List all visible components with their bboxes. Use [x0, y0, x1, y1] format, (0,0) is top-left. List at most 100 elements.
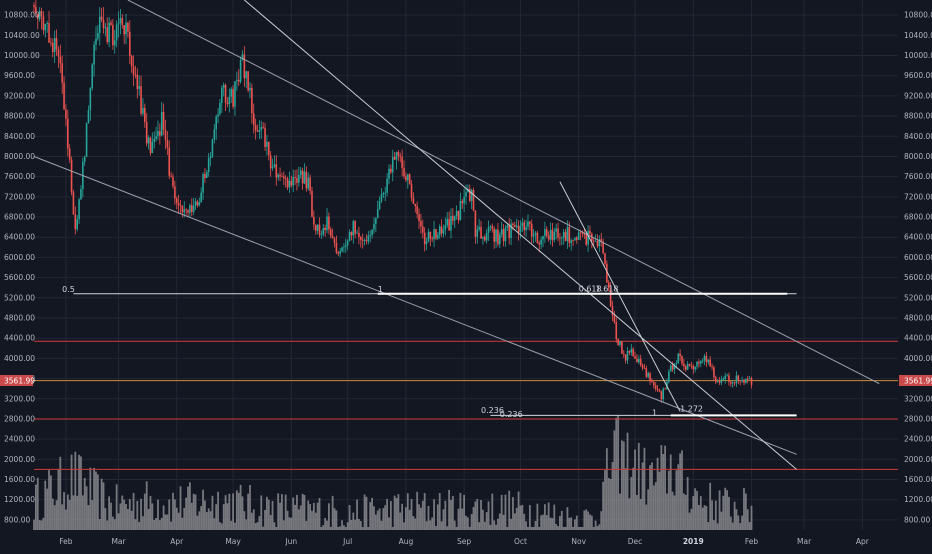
- volume-bar: [513, 513, 516, 530]
- candle-body: [51, 43, 54, 53]
- volume-bar: [602, 481, 605, 530]
- volume-bar: [157, 499, 159, 530]
- candle-body: [677, 353, 680, 364]
- candle-body: [234, 81, 236, 107]
- candle-body: [551, 229, 554, 241]
- candle-body: [701, 360, 704, 362]
- trend-line[interactable]: [33, 156, 797, 455]
- candle-body: [121, 17, 124, 26]
- y-tick-label-right: 5600.00: [904, 273, 932, 282]
- candle-body: [339, 251, 341, 254]
- y-tick-label-left: 4000.00: [4, 354, 35, 363]
- candle-body: [249, 87, 251, 91]
- y-tick-label-right: 1600.00: [904, 475, 932, 484]
- volume-bar: [228, 493, 231, 530]
- candle-body: [459, 201, 462, 221]
- volume-bar: [361, 526, 364, 530]
- volume-bar: [662, 454, 665, 530]
- volume-bar: [397, 494, 400, 530]
- candle-body: [495, 229, 497, 242]
- volume-bar: [530, 526, 533, 530]
- trend-line[interactable]: [244, 0, 797, 470]
- candle-body: [144, 107, 146, 122]
- candle-body: [243, 54, 246, 79]
- candle-body: [344, 245, 347, 247]
- volume-bar: [269, 514, 272, 530]
- candle-body: [540, 239, 542, 245]
- volume-bar: [448, 489, 450, 530]
- candle-body: [737, 375, 740, 381]
- candle-body: [95, 38, 97, 45]
- candle-body: [634, 356, 636, 359]
- volume-bar: [525, 521, 528, 530]
- candle-body: [166, 139, 169, 148]
- volume-bar: [404, 507, 407, 530]
- candle-body: [521, 222, 524, 226]
- candle-body: [206, 172, 208, 179]
- candle-body: [172, 176, 174, 187]
- candle-body: [373, 223, 375, 230]
- volume-bar: [108, 496, 111, 530]
- x-tick-label: Feb: [59, 537, 73, 546]
- candle-body: [288, 180, 291, 188]
- candle-body: [615, 322, 618, 340]
- volume-bar: [579, 526, 582, 530]
- volume-bar: [431, 517, 434, 530]
- candle-body: [348, 232, 351, 242]
- candle-body: [390, 168, 392, 173]
- volume-bar: [722, 495, 725, 530]
- candle-body: [437, 234, 439, 239]
- x-tick-label: Oct: [514, 537, 527, 546]
- candle-body: [555, 228, 557, 232]
- volume-bar: [373, 506, 375, 530]
- candle-body: [192, 205, 195, 213]
- volume-bar: [615, 417, 618, 530]
- volume-bar: [743, 488, 745, 530]
- volume-bar: [66, 494, 69, 530]
- volume-bar: [237, 492, 240, 530]
- volume-bar: [681, 450, 683, 530]
- volume-bar: [42, 517, 45, 530]
- volume-bar: [562, 526, 565, 530]
- volume-bar: [442, 509, 445, 530]
- candle-body: [102, 19, 105, 29]
- candle-body: [630, 348, 633, 353]
- candle-body: [735, 375, 738, 384]
- candle-body: [371, 229, 373, 236]
- candle-body: [589, 230, 591, 234]
- candle-body: [474, 210, 477, 237]
- candle-body: [750, 378, 753, 386]
- volume-bar: [44, 480, 47, 530]
- volume-bar: [453, 520, 456, 530]
- volume-bar: [53, 505, 56, 530]
- volume-bar: [72, 495, 75, 530]
- candle-body: [110, 22, 112, 25]
- trend-lines: [33, 0, 880, 470]
- y-tick-label-left: 8000.00: [4, 152, 35, 161]
- y-tick-label-right: 5200.00: [904, 293, 932, 302]
- volume-bar: [465, 515, 467, 530]
- volume-bar: [339, 526, 342, 530]
- candle-body: [658, 390, 661, 392]
- trend-line[interactable]: [127, 0, 880, 385]
- volume-bar: [327, 503, 330, 530]
- candle-body: [703, 355, 706, 361]
- candle-body: [683, 363, 685, 367]
- trend-line[interactable]: [559, 181, 681, 412]
- candle-body: [239, 60, 242, 82]
- volume-bar: [136, 500, 139, 530]
- candle-body: [40, 11, 43, 17]
- volume-bar: [331, 495, 334, 530]
- volume-bar: [128, 499, 131, 530]
- candle-body: [560, 237, 563, 239]
- y-tick-label-right: 10000.00: [904, 51, 932, 60]
- y-tick-label-left: 1600.00: [4, 475, 35, 484]
- volume-bar: [480, 499, 482, 530]
- x-tick-label: Feb: [745, 537, 759, 546]
- candle-body: [147, 137, 150, 144]
- candle-body: [46, 23, 48, 24]
- volume-bar: [585, 509, 588, 530]
- candle-body: [149, 137, 152, 154]
